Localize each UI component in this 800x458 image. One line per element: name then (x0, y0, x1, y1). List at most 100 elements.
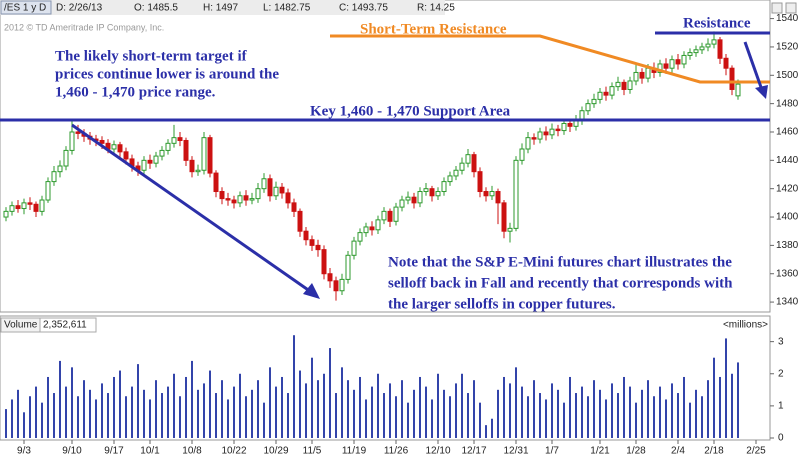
x-tick-label: 9/17 (104, 446, 124, 457)
volume-bar (71, 367, 73, 438)
candle-body (291, 202, 297, 212)
candle-body (561, 122, 567, 132)
volume-bar (287, 393, 289, 438)
annotation: the larger selloffs in copper futures. (388, 296, 616, 312)
header-bar (0, 0, 445, 15)
candle-body (465, 154, 471, 164)
volume-bar (599, 389, 601, 438)
arrow-head (755, 85, 768, 99)
candle-body (261, 178, 267, 190)
y-tick-label: 1480 (776, 98, 799, 109)
volume-bar (311, 357, 313, 438)
volume-bar (653, 396, 655, 438)
candle-body (141, 159, 147, 171)
candle-body (279, 186, 285, 194)
candle-body (363, 226, 369, 234)
volume-bar (473, 380, 475, 438)
x-tick-label: 2/25 (746, 446, 766, 457)
candle-body (147, 159, 153, 164)
volume-bar (695, 389, 697, 438)
candle-body (171, 137, 177, 144)
volume-bar (41, 402, 43, 438)
candle-body (21, 202, 27, 210)
volume-bar (461, 373, 463, 438)
header-high: H: 1497 (203, 3, 238, 14)
candle-body (633, 71, 639, 82)
candle-body (729, 67, 735, 90)
candle-body (63, 149, 69, 167)
x-tick-label: 12/17 (461, 446, 486, 457)
volume-bar (683, 376, 685, 438)
candle-body (621, 81, 627, 90)
volume-bar (365, 399, 367, 438)
header-open: O: 1485.5 (134, 3, 178, 14)
volume-bar (257, 380, 259, 438)
candle-body (237, 195, 243, 204)
panel-button[interactable] (771, 2, 783, 14)
volume-bar (395, 396, 397, 438)
candle-body (609, 86, 615, 96)
volume-bar (455, 383, 457, 438)
volume-bar (5, 409, 7, 438)
candle-body (417, 191, 423, 204)
volume-bar (527, 396, 529, 438)
volume-bar (611, 383, 613, 438)
volume-bar (23, 412, 25, 438)
volume-title: Volume (4, 320, 38, 331)
volume-bar (497, 389, 499, 438)
volume-bar (155, 380, 157, 438)
candle-body (273, 186, 279, 197)
header-low: L: 1482.75 (263, 3, 311, 14)
y-tick-label: 1540 (776, 13, 799, 24)
annotation: Short-Term Resistance (360, 21, 507, 37)
x-tick-label: 1/21 (590, 446, 610, 457)
volume-bar (35, 386, 37, 438)
volume-bar (77, 396, 79, 438)
volume-bar (341, 367, 343, 438)
volume-bar (575, 393, 577, 438)
y-tick-label: 1460 (776, 127, 799, 138)
volume-bar (659, 386, 661, 438)
symbol-button[interactable] (0, 0, 52, 15)
volume-bar (587, 396, 589, 438)
volume-bar (83, 380, 85, 438)
candle-body (219, 191, 225, 200)
annotation: The likely short-term target if (55, 48, 248, 64)
volume-bar (29, 396, 31, 438)
volume-bar (269, 367, 271, 438)
annotation: Note that the S&P E-Mini futures chart i… (388, 254, 732, 270)
volume-bar (353, 389, 355, 438)
candle-body (231, 199, 237, 204)
volume-bar (389, 383, 391, 438)
volume-bar (431, 399, 433, 438)
x-tick-label: 10/29 (263, 446, 288, 457)
symbol[interactable]: /ES 1 y D (4, 3, 46, 14)
candle-body (675, 59, 681, 65)
candle-body (423, 188, 429, 193)
y-tick-label: 1360 (776, 268, 799, 279)
volume-bar (317, 380, 319, 438)
x-tick-label: 11/26 (384, 446, 409, 457)
candle-body (477, 171, 483, 193)
x-tick-label: 12/31 (503, 446, 528, 457)
candle-body (33, 203, 39, 212)
volume-bar (47, 376, 49, 438)
panel-button[interactable] (785, 2, 797, 14)
candle-body (549, 128, 555, 136)
volume-bar (503, 376, 505, 438)
volume-bar (95, 399, 97, 438)
volume-bar (377, 373, 379, 438)
candle-body (255, 188, 261, 200)
y-tick-label: 3 (778, 336, 784, 347)
volume-bar (689, 402, 691, 438)
volume-bar (539, 393, 541, 438)
x-tick-label: 1/28 (626, 446, 646, 457)
annotation: prices continue lower is around the (55, 66, 279, 82)
x-tick-label: 11/19 (342, 446, 367, 457)
volume-bar (437, 373, 439, 438)
volume-bar (191, 360, 193, 438)
annotations: Short-Term Resistance Resistance The lik… (0, 15, 770, 312)
candle-body (249, 198, 255, 201)
trend-arrow (743, 41, 764, 91)
